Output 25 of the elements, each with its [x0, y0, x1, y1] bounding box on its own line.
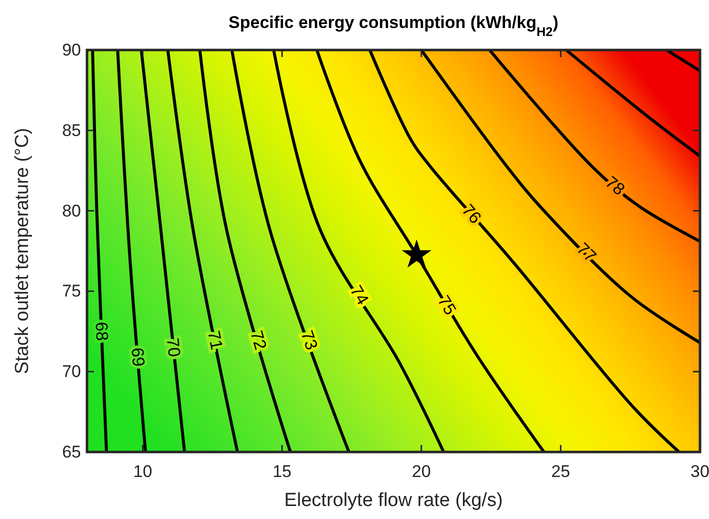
y-tick-label: 65: [62, 442, 81, 462]
y-axis-title: Stack outlet temperature (°C): [12, 128, 33, 374]
y-tick-label: 75: [62, 282, 81, 301]
x-tick-label: 20: [412, 462, 431, 481]
x-axis-title: Electrolyte flow rate (kg/s): [284, 490, 503, 511]
x-tick-label: 25: [551, 462, 570, 481]
text: 71: [204, 329, 226, 352]
text: 68: [92, 322, 112, 342]
line-series: [420, 48, 702, 344]
text: 74: [346, 282, 372, 308]
y-tick-label: 85: [62, 120, 81, 140]
text: 75: [434, 292, 460, 318]
y-tick-label: 70: [62, 362, 81, 382]
text: 70: [162, 337, 184, 358]
text: 76: [458, 200, 485, 228]
y-tick-label: 80: [62, 201, 81, 220]
line-series: [488, 48, 702, 243]
y-tick-label: 90: [62, 40, 81, 60]
x-tick-label: 15: [272, 462, 292, 481]
text: 72: [246, 328, 270, 352]
text: 73: [297, 328, 322, 352]
x-tick-label: 10: [133, 462, 152, 481]
text: 69: [128, 346, 148, 368]
x-tick-label: 30: [690, 462, 709, 481]
chart-title: Specific energy consumption (kWh/kg$_{H2}$): [228, 13, 558, 38]
